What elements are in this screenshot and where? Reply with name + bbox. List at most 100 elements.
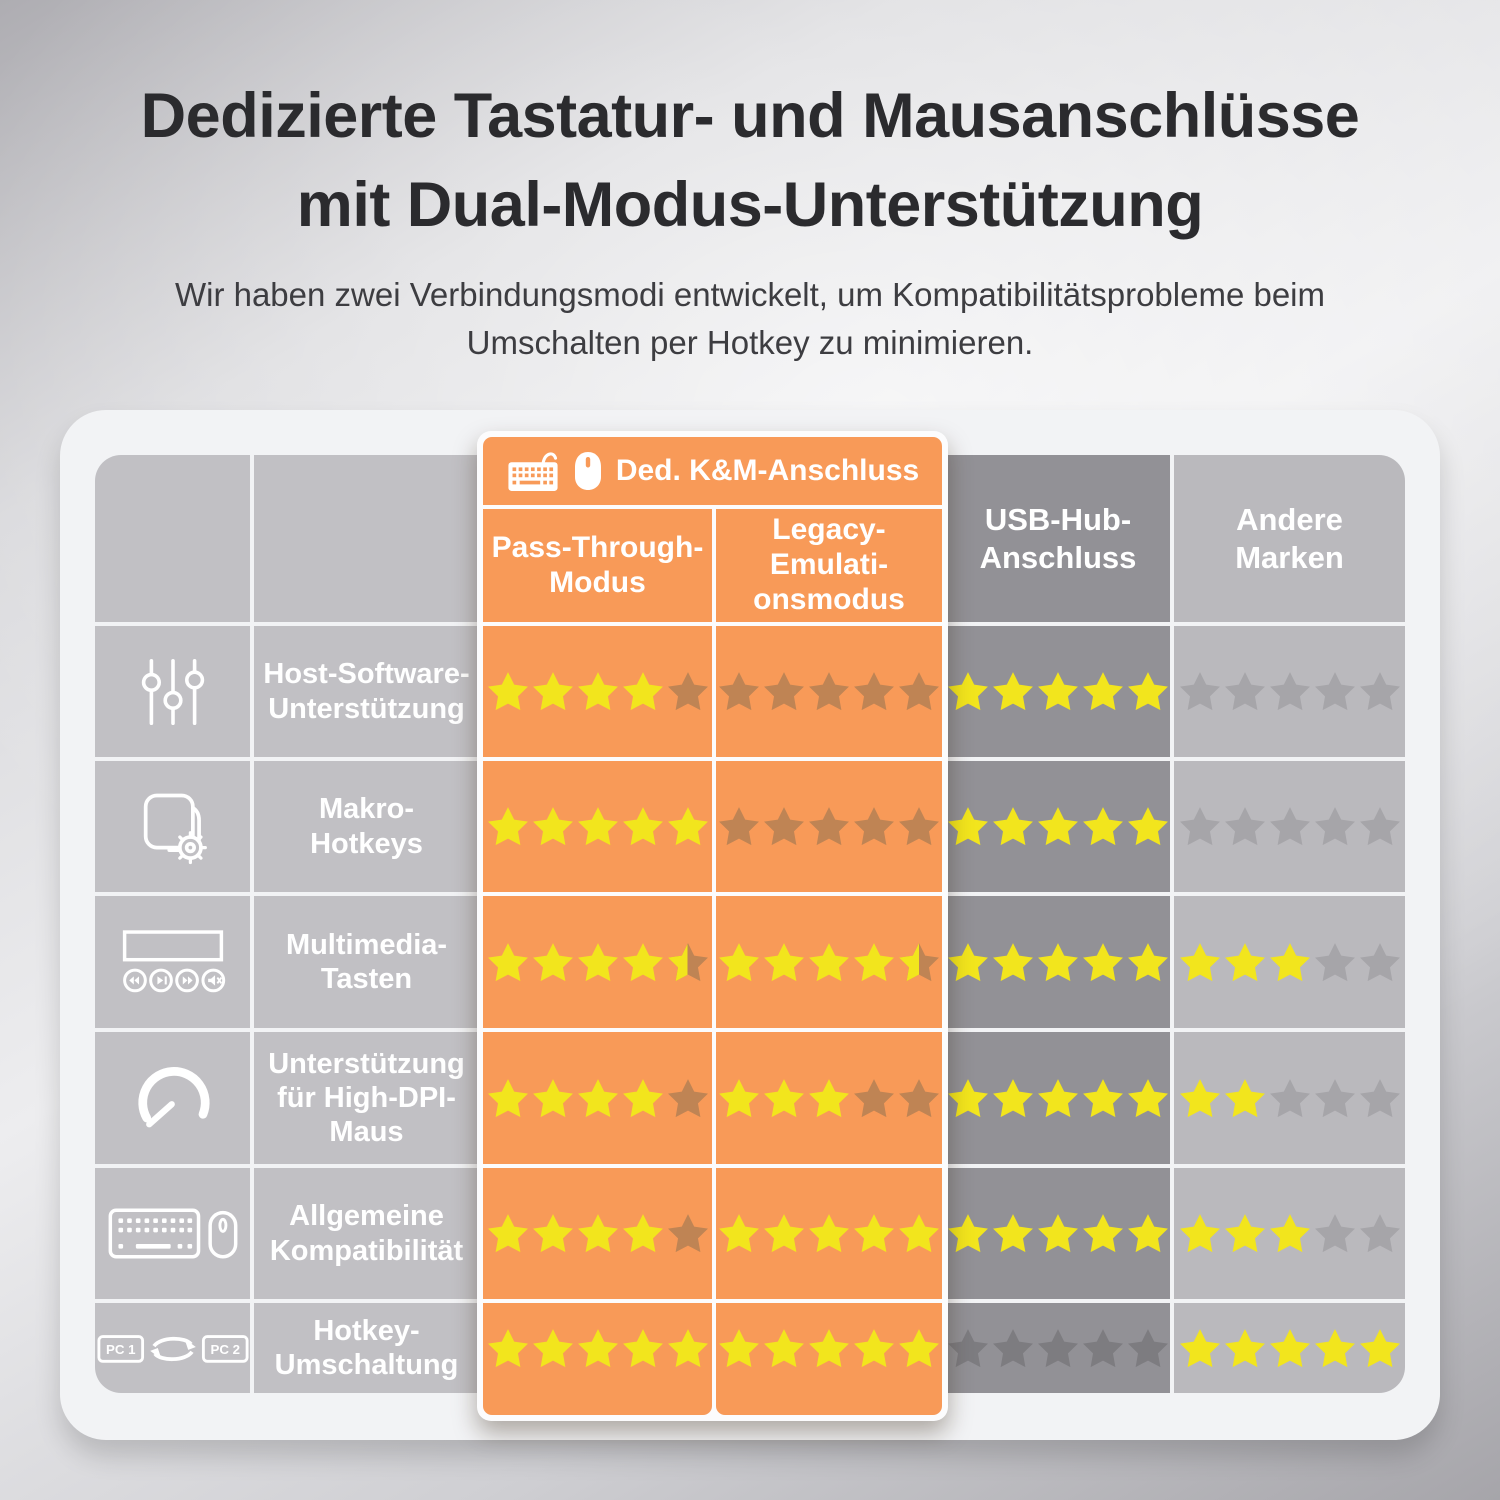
star-icon [809, 807, 849, 846]
star-icon [1224, 1328, 1265, 1367]
star-rating [947, 942, 1169, 982]
star-icon [1128, 942, 1168, 981]
rating-cell-legacy-emulation [716, 1032, 942, 1164]
star-icon [948, 1214, 988, 1253]
rating-cell-legacy-emulation [716, 1168, 942, 1299]
comparison-table: USB-Hub- Anschluss Andere Marken Host-So… [95, 455, 1405, 1393]
star-icon [1038, 1214, 1078, 1253]
star-icon [1314, 807, 1355, 846]
star-icon [1359, 672, 1400, 711]
star-rating [718, 672, 940, 711]
star-icon [854, 1214, 894, 1253]
star-icon [667, 1214, 708, 1253]
star-icon [667, 672, 708, 711]
star-icon [532, 1329, 573, 1368]
star-icon [1083, 942, 1123, 981]
star-icon [487, 1329, 528, 1368]
media-controls-icon [95, 896, 250, 1028]
star-icon [993, 942, 1033, 981]
star-rating [718, 807, 940, 846]
rating-cell-legacy-emulation [716, 896, 942, 1028]
star-icon [532, 672, 573, 711]
star-icon [899, 672, 939, 711]
star-icon [1038, 807, 1078, 846]
star-icon [764, 807, 804, 846]
star-icon [1224, 1078, 1265, 1117]
star-icon [719, 1329, 759, 1368]
star-icon [1359, 942, 1400, 981]
row-label: Unterstützung für High-DPI- Maus [254, 1032, 479, 1164]
star-icon [667, 807, 708, 846]
star-icon [948, 1328, 988, 1367]
macro-gear-icon [95, 761, 250, 892]
star-icon [487, 672, 528, 711]
star-icon [577, 672, 618, 711]
star-icon [809, 1329, 849, 1368]
star-icon [1128, 1078, 1168, 1117]
star-icon [622, 1214, 663, 1253]
column-header-andere-marken: Andere Marken [1174, 455, 1405, 622]
star-icon [899, 1329, 939, 1368]
half-star-icon [898, 942, 940, 982]
star-icon [764, 1329, 804, 1368]
star-icon [577, 1078, 618, 1117]
rating-cell-andere-marken [1174, 896, 1405, 1028]
star-rating [947, 672, 1169, 711]
star-icon [993, 672, 1033, 711]
star-icon [1314, 1328, 1355, 1367]
star-icon [948, 672, 988, 711]
star-rating [718, 942, 940, 982]
star-icon [532, 807, 573, 846]
star-rating [1179, 1214, 1401, 1253]
star-rating [718, 1214, 940, 1253]
star-icon [1269, 1078, 1310, 1117]
star-icon [993, 1214, 1033, 1253]
star-icon [622, 807, 663, 846]
rating-cell-usb-hub [946, 896, 1170, 1028]
star-icon [764, 672, 804, 711]
star-icon [1179, 1328, 1220, 1367]
star-icon [622, 1078, 663, 1117]
star-icon [1314, 1214, 1355, 1253]
star-icon [1314, 942, 1355, 981]
rating-cell-andere-marken [1174, 761, 1405, 892]
star-icon [1224, 1214, 1265, 1253]
star-icon [622, 942, 663, 981]
star-icon [667, 1329, 708, 1368]
star-icon [719, 1078, 759, 1117]
star-icon [487, 807, 528, 846]
star-icon [948, 1078, 988, 1117]
star-icon [719, 807, 759, 846]
star-icon [1038, 942, 1078, 981]
star-icon [764, 1214, 804, 1253]
star-icon [1359, 1328, 1400, 1367]
star-icon [577, 942, 618, 981]
mixer-sliders-icon [95, 626, 250, 757]
star-icon [1083, 807, 1123, 846]
rating-cell-andere-marken [1174, 1303, 1405, 1393]
keyboard-icon [508, 451, 558, 491]
star-rating [487, 672, 709, 711]
column-header-usb-hub: USB-Hub- Anschluss [946, 455, 1170, 622]
keyboard-mouse-icon [95, 1168, 250, 1299]
star-icon [809, 942, 849, 981]
star-rating [487, 807, 709, 846]
header-cell-icons [95, 455, 250, 622]
page-title-line1: Dedizierte Tastatur- und Mausanschlüsse [140, 81, 1360, 151]
star-icon [764, 1078, 804, 1117]
star-rating [1179, 1328, 1401, 1368]
star-rating [487, 1329, 709, 1368]
star-icon [532, 1078, 573, 1117]
star-icon [1179, 1078, 1220, 1117]
column-header-legacy-emulation: Legacy- Emulati- onsmodus [716, 509, 942, 622]
rating-cell-andere-marken [1174, 1032, 1405, 1164]
star-icon [993, 1078, 1033, 1117]
star-icon [1224, 942, 1265, 981]
star-icon [1083, 672, 1123, 711]
rating-cell-andere-marken [1174, 1168, 1405, 1299]
star-icon [1269, 1328, 1310, 1367]
star-icon [1083, 1328, 1123, 1367]
star-icon [1269, 672, 1310, 711]
star-icon [487, 942, 528, 981]
star-icon [854, 807, 894, 846]
